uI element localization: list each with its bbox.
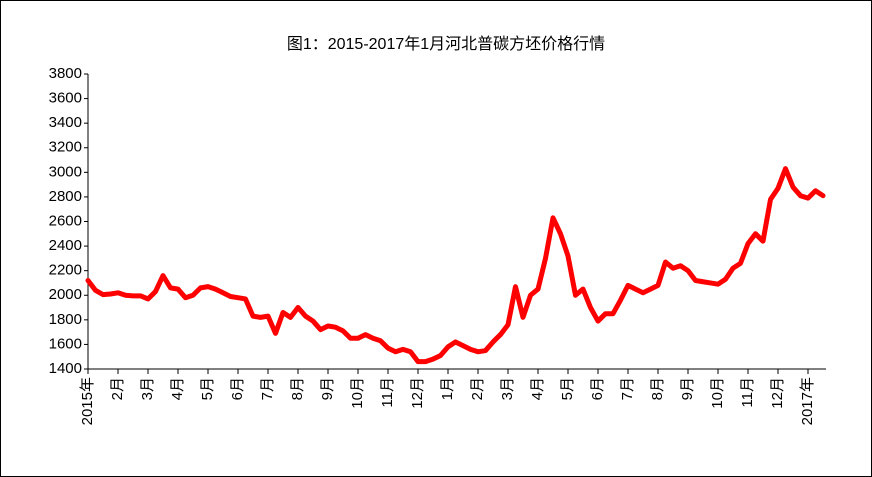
x-tick-label: 8月 [649, 377, 666, 400]
x-tick-label: 2月 [109, 377, 126, 400]
x-tick-label: 10月 [349, 377, 366, 409]
x-tick-label: 3月 [139, 377, 156, 400]
y-tick-label: 2000 [49, 286, 82, 303]
x-tick-label: 7月 [259, 377, 276, 400]
x-tick-label: 6月 [589, 377, 606, 400]
y-tick-label: 2200 [49, 262, 82, 279]
x-tick-label: 1月 [439, 377, 456, 400]
y-tick-label: 2600 [49, 212, 82, 229]
x-tick-label: 10月 [709, 377, 726, 409]
x-tick-label: 11月 [739, 377, 756, 408]
chart-title: 图1：2015-2017年1月河北普碳方坯价格行情 [287, 35, 605, 53]
y-tick-label: 3000 [49, 163, 82, 180]
x-tick-label: 2017年 [799, 377, 816, 425]
x-tick-label: 5月 [559, 377, 576, 400]
x-tick-label: 12月 [769, 377, 786, 409]
x-tick-label: 7月 [619, 377, 636, 400]
y-tick-label: 3800 [49, 65, 82, 82]
x-tick-label: 12月 [409, 377, 426, 409]
y-tick-label: 1600 [49, 335, 82, 352]
y-tick-label: 1800 [49, 311, 82, 328]
y-tick-label: 2400 [49, 237, 82, 254]
x-tick-label: 8月 [289, 377, 306, 400]
y-tick-label: 2800 [49, 188, 82, 205]
x-tick-label: 6月 [229, 377, 246, 400]
y-tick-label: 3400 [49, 114, 82, 131]
x-tick-label: 9月 [319, 377, 336, 400]
x-tick-label: 11月 [379, 377, 396, 408]
y-tick-label: 1400 [49, 360, 82, 377]
y-tick-label: 3600 [49, 90, 82, 107]
x-tick-label: 2015年 [79, 377, 96, 425]
x-tick-label: 4月 [529, 377, 546, 400]
x-tick-label: 2月 [469, 377, 486, 400]
y-tick-label: 3200 [49, 139, 82, 156]
price-line [85, 166, 826, 365]
x-tick-label: 5月 [199, 377, 216, 400]
x-tick-label: 4月 [169, 377, 186, 400]
x-tick-label: 3月 [499, 377, 516, 400]
x-tick-label: 9月 [679, 377, 696, 400]
